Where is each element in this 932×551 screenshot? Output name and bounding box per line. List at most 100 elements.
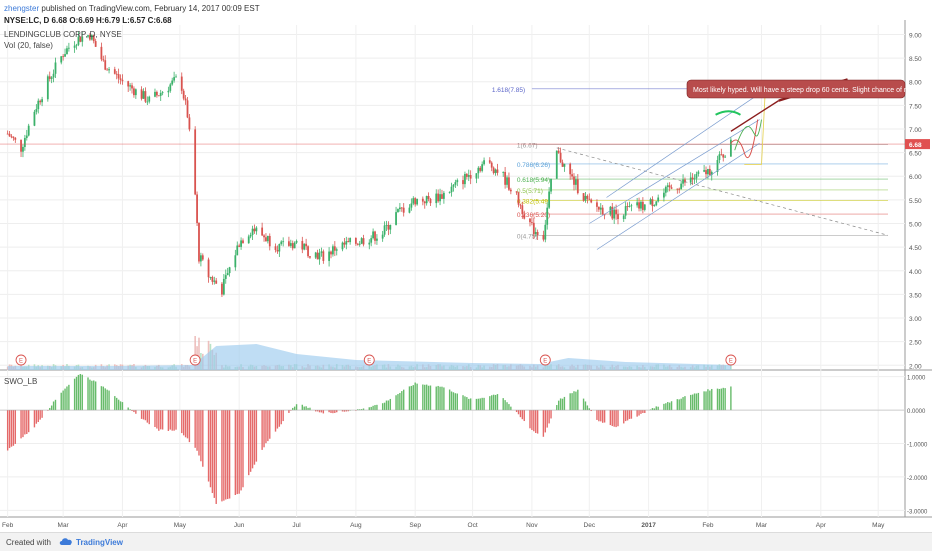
oscillator-bar (87, 377, 89, 411)
oscillator-bar (502, 398, 504, 411)
candle-body (563, 163, 566, 167)
oscillator-bar (456, 393, 458, 411)
price-tick-label: 7.50 (909, 103, 922, 110)
oscillator-bar (154, 410, 156, 428)
oscillator-label[interactable]: SWO_LB (4, 377, 38, 386)
candle-body (247, 236, 250, 244)
oscillator-bar (573, 391, 575, 411)
candle-body (710, 171, 713, 175)
earnings-marker-label: E (367, 359, 371, 365)
oscillator-bar (697, 392, 700, 411)
legend-title[interactable]: LENDINGCLUB CORP, D, NYSE (4, 30, 122, 39)
oscillator-bar (424, 384, 426, 411)
oscillator-bar (588, 408, 591, 411)
oscillator-bar (548, 410, 550, 424)
last-price-value: 6.68 (909, 142, 922, 149)
candle-body (448, 192, 451, 193)
oscillator-bar (211, 410, 214, 494)
oscillator-bar (667, 402, 669, 411)
candle-body (657, 197, 660, 202)
oscillator-bar (628, 410, 631, 419)
oscillator-bar (68, 384, 70, 411)
candle-body (666, 185, 669, 187)
earnings-marker-label: E (543, 359, 547, 365)
price-tick-label: 5.00 (909, 221, 922, 228)
candle-body (253, 228, 256, 232)
volume-label[interactable]: Vol (20, false) (4, 41, 53, 50)
oscillator-bar (399, 392, 401, 411)
oscillator-bar (362, 408, 365, 411)
oscillator-bar (443, 387, 445, 411)
oscillator-bar (127, 407, 129, 411)
candle-body (423, 201, 426, 204)
oscillator-bar (598, 410, 600, 422)
time-tick-label: Jun (234, 522, 245, 529)
candle-body (477, 167, 480, 174)
oscillator-bar (506, 402, 508, 411)
oscillator-bar (135, 410, 137, 414)
candle-body (360, 238, 363, 244)
oscillator-bar (557, 400, 560, 411)
candle-body (615, 209, 617, 215)
price-tick-label: 8.50 (909, 56, 922, 63)
oscillator-bar (320, 410, 323, 413)
oscillator-bar (410, 385, 413, 411)
candle-body (81, 36, 84, 42)
oscillator-bar (360, 409, 363, 411)
oscillator-bar (603, 410, 606, 423)
oscillator-bar (395, 395, 397, 411)
oscillator-bar (716, 388, 719, 411)
candle-body (282, 241, 285, 243)
oscillator-bar (462, 395, 464, 411)
candle-body (293, 242, 296, 249)
candle-body (48, 76, 51, 79)
oscillator-bar (114, 396, 116, 411)
candle-body (718, 154, 721, 161)
candle-body (370, 238, 373, 243)
tradingview-brand[interactable]: TradingView (76, 538, 123, 547)
candle-body (389, 224, 392, 230)
price-tick-label: 2.00 (909, 363, 922, 370)
oscillator-bar (693, 393, 696, 411)
candle-body (703, 170, 706, 172)
candle-body (318, 252, 321, 260)
candle-body (693, 178, 696, 180)
fib-label: 1(6.67) (517, 143, 538, 150)
candle-body (184, 98, 187, 101)
candle-body (35, 109, 38, 112)
oscillator-bar (77, 374, 80, 411)
candle-body (221, 283, 223, 295)
price-tick-label: 3.50 (909, 292, 922, 299)
candle-body (523, 214, 526, 219)
oscillator-bar (494, 394, 497, 411)
price-tick-label: 7.00 (909, 127, 922, 134)
candle-body (397, 209, 399, 213)
chart-canvas[interactable]: 1.618(7.85) 1(6.67) 0.786(6.26) 0.618(5.94)… (0, 0, 932, 532)
oscillator-bar (314, 410, 317, 412)
oscillator-bars (0, 373, 905, 504)
candle-body (23, 138, 26, 147)
candle-body (531, 222, 533, 223)
oscillator-bar (276, 410, 279, 429)
candle-body (12, 136, 15, 138)
candle-body (224, 275, 227, 279)
oscillator-bar (571, 393, 573, 411)
candle-body (590, 199, 593, 203)
candle-body (33, 111, 36, 126)
author-link[interactable]: zhengster (4, 4, 40, 13)
oscillator-bar (670, 401, 673, 411)
oscillator-bar (280, 410, 282, 425)
oscillator-bar (94, 381, 97, 411)
candle-body (52, 73, 55, 78)
oscillator-bar (81, 374, 83, 411)
candle-body (429, 198, 432, 204)
candle-body (663, 192, 665, 198)
oscillator-bar (653, 408, 656, 411)
candle-body (100, 46, 103, 60)
candle-body (575, 179, 577, 185)
price-tick-label: 2.50 (909, 340, 922, 347)
candle-body (330, 251, 332, 255)
oscillator-bar (519, 410, 522, 418)
candle-body (129, 85, 132, 87)
candle-body (127, 81, 130, 87)
